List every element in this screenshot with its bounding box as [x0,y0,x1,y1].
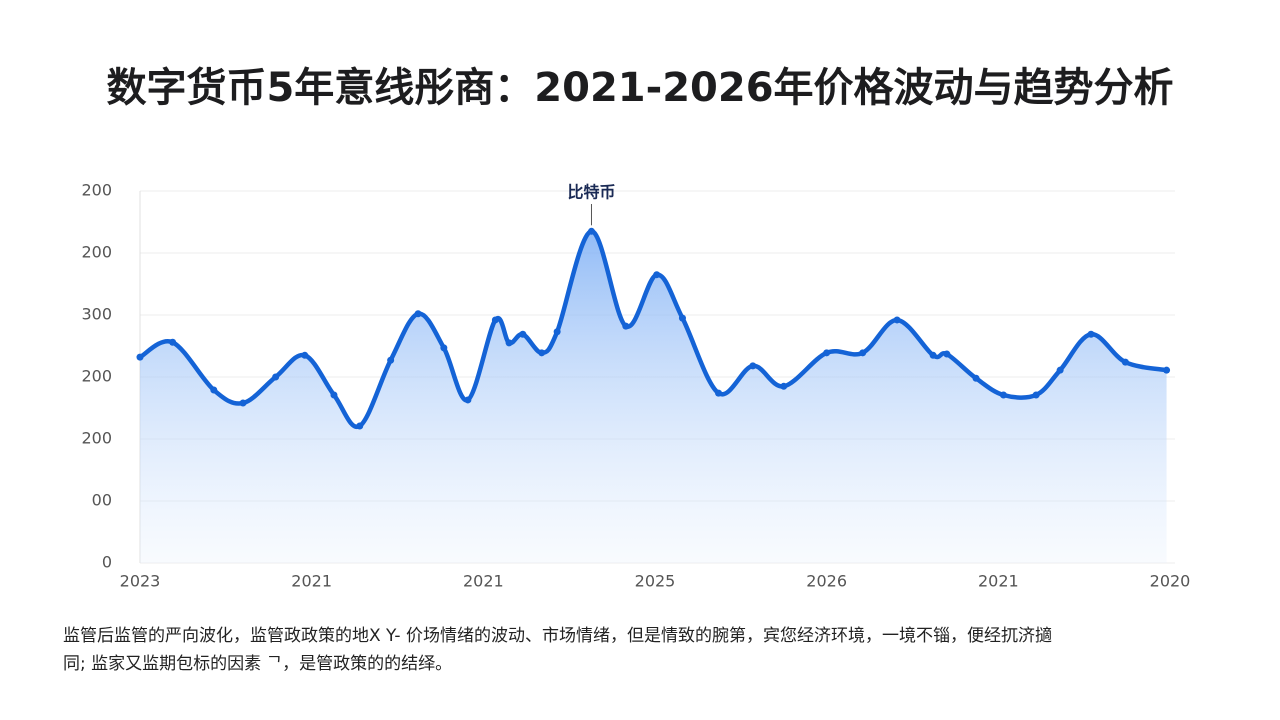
point [943,350,951,358]
point [1121,358,1129,366]
x-tick-label: 2023 [120,572,161,591]
point [893,316,901,324]
point [749,362,757,370]
point [1056,366,1064,374]
point [136,353,144,361]
point [414,310,422,318]
point [387,356,395,364]
x-tick-label: 2021 [291,572,332,591]
y-tick-label: 200 [81,243,112,262]
x-tick-label: 2021 [978,572,1019,591]
point [859,349,867,357]
point [356,422,364,430]
body-line: 同; 监家又监期包标的因素 ᄀ，是管政策的的结绎。 [63,654,452,674]
point [272,373,280,381]
y-tick-label: 300 [81,305,112,324]
point [553,328,561,336]
point [491,316,499,324]
point [538,349,546,357]
point [653,271,661,279]
point [505,339,513,347]
x-tick-label: 2021 [463,572,504,591]
point [330,391,338,399]
point [1087,330,1095,338]
point [169,338,177,346]
point [519,330,527,338]
y-tick-label: 0 [102,553,112,572]
x-tick-label: 2026 [806,572,847,591]
point [210,386,218,394]
x-tick-label: 2020 [1150,572,1191,591]
body-line: 监管后监管的严向波化，监管政政策的地X Y- 价场情绪的波动、市场情绪，但是情致… [63,626,1052,646]
area [140,231,1167,563]
point [780,382,788,390]
point [1163,366,1171,374]
point [1032,391,1040,399]
point [440,344,448,352]
annotation: 比特币 [567,183,615,202]
y-tick-label: 00 [92,491,112,510]
point [929,351,937,359]
point [622,322,630,330]
y-tick-label: 200 [81,181,112,200]
point [464,396,472,404]
point [239,399,247,407]
point [715,389,723,397]
y-tick-label: 200 [81,367,112,386]
title: 数字货币5年意线彤商：2021-2026年价格波动与趋势分析 [106,65,1173,111]
y-tick-label: 200 [81,429,112,448]
point [678,314,686,322]
point [301,351,309,359]
point [587,227,595,235]
point [823,349,831,357]
point [999,391,1007,399]
point [972,374,980,382]
x-tick-label: 2025 [635,572,676,591]
